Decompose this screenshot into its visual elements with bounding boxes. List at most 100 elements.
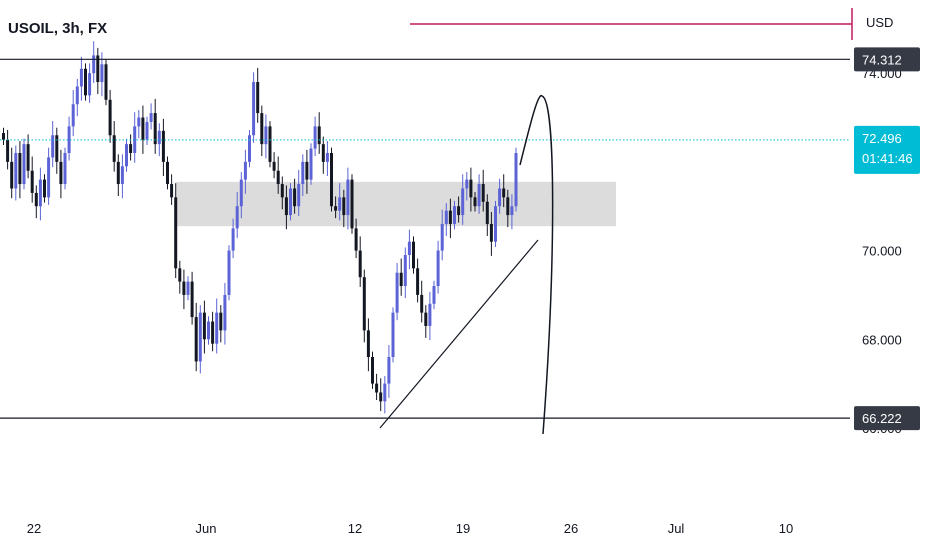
candle[interactable] [334,196,338,219]
candle[interactable] [317,112,321,154]
candle[interactable] [412,236,415,274]
candle[interactable] [416,258,420,303]
candle[interactable] [293,178,297,214]
candle[interactable] [178,260,182,294]
candle[interactable] [67,116,71,161]
candle[interactable] [272,152,276,179]
candle[interactable] [137,109,141,139]
candle[interactable] [309,143,313,185]
candle[interactable] [510,194,514,230]
candle[interactable] [494,200,497,248]
candle[interactable] [202,300,206,354]
candle[interactable] [436,240,440,294]
candle[interactable] [514,147,518,212]
candle[interactable] [473,192,477,212]
candle[interactable] [26,134,30,179]
candle[interactable] [96,47,100,95]
candle[interactable] [432,280,436,310]
candle[interactable] [231,218,235,259]
candle[interactable] [252,72,256,143]
candle[interactable] [305,149,309,194]
candle[interactable] [276,156,280,194]
candle[interactable] [465,172,469,201]
candle[interactable] [88,63,92,103]
candle[interactable] [43,174,46,203]
candle[interactable] [391,307,395,363]
candle[interactable] [297,169,301,216]
candle[interactable] [63,147,67,190]
candle[interactable] [2,127,5,146]
candle[interactable] [186,276,190,301]
candle[interactable] [284,185,288,230]
candle[interactable] [379,378,383,412]
candle[interactable] [366,318,370,372]
candle[interactable] [362,269,366,343]
candle[interactable] [170,174,174,205]
candle[interactable] [268,121,272,168]
candle[interactable] [489,211,493,256]
candle[interactable] [325,141,329,177]
candle[interactable] [71,90,75,137]
candle[interactable] [104,58,108,106]
candle[interactable] [444,203,448,236]
candle[interactable] [10,147,14,199]
candle[interactable] [440,209,444,261]
support-price-tag[interactable]: 66.222 [854,406,920,431]
candle[interactable] [387,345,391,398]
candle[interactable] [161,118,165,177]
candle[interactable] [211,311,215,352]
projection-curve[interactable] [519,95,554,435]
candle[interactable] [207,316,210,345]
candle[interactable] [330,147,333,212]
candle[interactable] [219,305,223,343]
candle[interactable] [235,192,239,239]
candle[interactable] [18,141,22,199]
candle[interactable] [346,167,350,230]
candle[interactable] [223,282,227,345]
candle[interactable] [133,112,137,163]
candle[interactable] [141,105,145,154]
candle[interactable] [55,127,59,174]
candle[interactable] [358,236,362,287]
candle[interactable] [92,41,96,83]
candle[interactable] [120,154,124,199]
candle[interactable] [424,305,428,338]
candle[interactable] [149,103,153,130]
candle[interactable] [461,174,465,225]
candle[interactable] [239,172,243,219]
candle[interactable] [166,156,169,190]
candle[interactable] [153,98,157,154]
candle[interactable] [248,129,251,168]
candle[interactable] [407,229,411,270]
candle[interactable] [395,262,399,321]
candle[interactable] [47,147,51,205]
candle[interactable] [243,149,247,194]
candle[interactable] [59,149,63,199]
candle[interactable] [84,63,87,101]
candle[interactable] [502,174,506,208]
zone-box[interactable] [176,181,616,227]
candle[interactable] [34,185,38,219]
candle[interactable] [215,298,219,354]
candle[interactable] [354,218,358,259]
candle[interactable] [108,90,112,143]
candle[interactable] [116,154,120,197]
candle[interactable] [194,302,198,372]
candle[interactable] [198,305,202,374]
candle[interactable] [157,123,161,157]
candle[interactable] [14,145,18,201]
candle[interactable] [289,183,292,221]
candle[interactable] [375,373,379,401]
candle[interactable] [313,116,317,157]
candle[interactable] [485,194,489,236]
candle[interactable] [342,189,346,228]
candle[interactable] [112,121,116,172]
candle[interactable] [453,200,456,230]
candle[interactable] [428,291,432,341]
candle[interactable] [51,121,55,168]
candle[interactable] [321,136,325,174]
candle[interactable] [371,351,374,389]
candle[interactable] [256,67,260,123]
candle[interactable] [338,183,342,221]
